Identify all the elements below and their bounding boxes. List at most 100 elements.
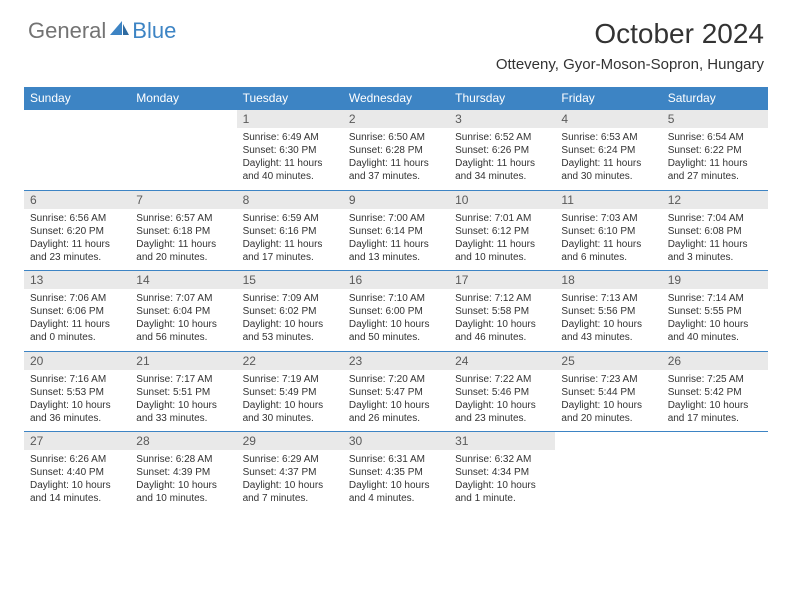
daylight-text: Daylight: 11 hours (349, 238, 443, 251)
day-number: 6 (24, 190, 130, 209)
calendar-table: Sunday Monday Tuesday Wednesday Thursday… (24, 87, 768, 512)
sunrise-text: Sunrise: 7:19 AM (243, 373, 337, 386)
content-row: Sunrise: 7:06 AMSunset: 6:06 PMDaylight:… (24, 289, 768, 351)
daylight-text: Daylight: 10 hours (349, 399, 443, 412)
empty-cell (555, 432, 661, 451)
sunrise-text: Sunrise: 7:20 AM (349, 373, 443, 386)
sunset-text: Sunset: 5:58 PM (455, 305, 549, 318)
day-number: 20 (24, 351, 130, 370)
daylight-text: and 17 minutes. (668, 412, 762, 425)
daylight-text: Daylight: 10 hours (349, 318, 443, 331)
day-number: 16 (343, 271, 449, 290)
day-number: 23 (343, 351, 449, 370)
content-row: Sunrise: 7:16 AMSunset: 5:53 PMDaylight:… (24, 370, 768, 432)
daylight-text: Daylight: 11 hours (668, 238, 762, 251)
daylight-text: Daylight: 11 hours (136, 238, 230, 251)
daylight-text: Daylight: 10 hours (349, 479, 443, 492)
daynum-row: 13141516171819 (24, 271, 768, 290)
empty-cell (130, 128, 236, 190)
daylight-text: Daylight: 11 hours (30, 238, 124, 251)
day-content: Sunrise: 6:53 AMSunset: 6:24 PMDaylight:… (555, 128, 661, 190)
sunset-text: Sunset: 5:44 PM (561, 386, 655, 399)
logo-text-blue: Blue (132, 18, 176, 44)
weekday-header: Thursday (449, 87, 555, 110)
day-number: 1 (237, 110, 343, 129)
day-content: Sunrise: 7:22 AMSunset: 5:46 PMDaylight:… (449, 370, 555, 432)
sunrise-text: Sunrise: 7:17 AM (136, 373, 230, 386)
day-content: Sunrise: 7:09 AMSunset: 6:02 PMDaylight:… (237, 289, 343, 351)
day-number: 10 (449, 190, 555, 209)
daylight-text: and 40 minutes. (668, 331, 762, 344)
day-number: 28 (130, 432, 236, 451)
day-number: 15 (237, 271, 343, 290)
daylight-text: and 20 minutes. (136, 251, 230, 264)
sunset-text: Sunset: 5:42 PM (668, 386, 762, 399)
daylight-text: and 30 minutes. (561, 170, 655, 183)
daylight-text: Daylight: 10 hours (561, 318, 655, 331)
daylight-text: and 23 minutes. (30, 251, 124, 264)
weekday-header: Tuesday (237, 87, 343, 110)
weekday-header: Saturday (662, 87, 768, 110)
sunrise-text: Sunrise: 7:04 AM (668, 212, 762, 225)
daylight-text: Daylight: 10 hours (668, 399, 762, 412)
location-subtitle: Otteveny, Gyor-Moson-Sopron, Hungary (496, 56, 764, 73)
daylight-text: Daylight: 10 hours (561, 399, 655, 412)
daylight-text: and 46 minutes. (455, 331, 549, 344)
day-content: Sunrise: 7:25 AMSunset: 5:42 PMDaylight:… (662, 370, 768, 432)
daylight-text: and 14 minutes. (30, 492, 124, 505)
empty-cell (555, 450, 661, 512)
day-number: 30 (343, 432, 449, 451)
daylight-text: Daylight: 10 hours (30, 479, 124, 492)
empty-cell (662, 450, 768, 512)
daylight-text: and 34 minutes. (455, 170, 549, 183)
sunset-text: Sunset: 6:02 PM (243, 305, 337, 318)
sunset-text: Sunset: 6:10 PM (561, 225, 655, 238)
daylight-text: and 36 minutes. (30, 412, 124, 425)
daylight-text: and 53 minutes. (243, 331, 337, 344)
day-number: 7 (130, 190, 236, 209)
title-block: October 2024 Otteveny, Gyor-Moson-Sopron… (496, 18, 764, 73)
sunset-text: Sunset: 5:47 PM (349, 386, 443, 399)
sunset-text: Sunset: 6:30 PM (243, 144, 337, 157)
daylight-text: and 6 minutes. (561, 251, 655, 264)
weekday-header: Wednesday (343, 87, 449, 110)
daylight-text: Daylight: 11 hours (30, 318, 124, 331)
sunset-text: Sunset: 4:34 PM (455, 466, 549, 479)
empty-cell (24, 128, 130, 190)
daylight-text: and 13 minutes. (349, 251, 443, 264)
sunrise-text: Sunrise: 6:50 AM (349, 131, 443, 144)
day-content: Sunrise: 7:01 AMSunset: 6:12 PMDaylight:… (449, 209, 555, 271)
sunrise-text: Sunrise: 7:01 AM (455, 212, 549, 225)
day-number: 31 (449, 432, 555, 451)
sunset-text: Sunset: 6:04 PM (136, 305, 230, 318)
daynum-row: 12345 (24, 110, 768, 129)
daylight-text: Daylight: 11 hours (349, 157, 443, 170)
daylight-text: and 3 minutes. (668, 251, 762, 264)
sunset-text: Sunset: 6:18 PM (136, 225, 230, 238)
daylight-text: and 10 minutes. (455, 251, 549, 264)
day-number: 8 (237, 190, 343, 209)
day-number: 3 (449, 110, 555, 129)
daylight-text: Daylight: 11 hours (455, 157, 549, 170)
sunset-text: Sunset: 5:49 PM (243, 386, 337, 399)
content-row: Sunrise: 6:26 AMSunset: 4:40 PMDaylight:… (24, 450, 768, 512)
sunrise-text: Sunrise: 7:00 AM (349, 212, 443, 225)
sunrise-text: Sunrise: 7:22 AM (455, 373, 549, 386)
sunrise-text: Sunrise: 7:14 AM (668, 292, 762, 305)
sunset-text: Sunset: 6:00 PM (349, 305, 443, 318)
day-number: 13 (24, 271, 130, 290)
header: General Blue October 2024 Otteveny, Gyor… (0, 0, 792, 79)
sunset-text: Sunset: 4:37 PM (243, 466, 337, 479)
day-number: 12 (662, 190, 768, 209)
daylight-text: and 20 minutes. (561, 412, 655, 425)
sunrise-text: Sunrise: 6:54 AM (668, 131, 762, 144)
sunrise-text: Sunrise: 6:49 AM (243, 131, 337, 144)
sunrise-text: Sunrise: 6:32 AM (455, 453, 549, 466)
sunrise-text: Sunrise: 7:16 AM (30, 373, 124, 386)
day-content: Sunrise: 7:00 AMSunset: 6:14 PMDaylight:… (343, 209, 449, 271)
daynum-row: 2728293031 (24, 432, 768, 451)
daylight-text: and 33 minutes. (136, 412, 230, 425)
sunrise-text: Sunrise: 7:25 AM (668, 373, 762, 386)
weekday-header-row: Sunday Monday Tuesday Wednesday Thursday… (24, 87, 768, 110)
day-content: Sunrise: 7:14 AMSunset: 5:55 PMDaylight:… (662, 289, 768, 351)
